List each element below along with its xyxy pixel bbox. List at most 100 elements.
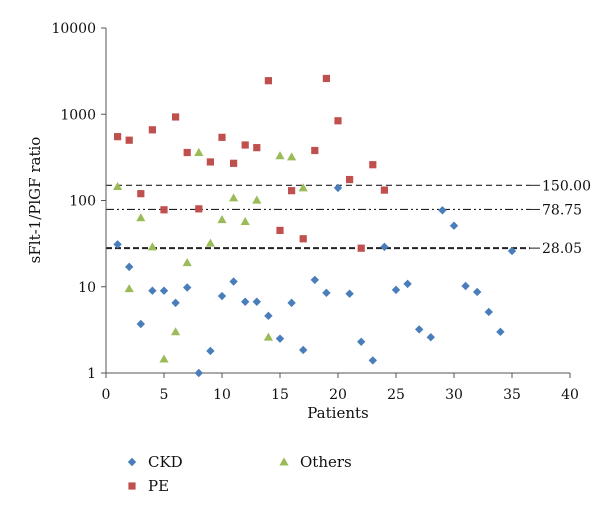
point-ckd xyxy=(391,285,401,295)
tick-labels: 0 5 10 15 20 25 30 35 40 1 10 100 1000 10000 xyxy=(51,21,578,403)
point-others xyxy=(298,183,308,192)
point-pe xyxy=(125,136,133,144)
point-ckd xyxy=(461,281,470,291)
y-axis-title: sFlt-1/PlGF ratio xyxy=(26,137,44,264)
point-ckd xyxy=(357,337,366,347)
point-ckd xyxy=(241,297,250,306)
data-points xyxy=(113,74,517,378)
point-pe xyxy=(253,144,261,152)
y-tick-label: 100 xyxy=(69,194,96,210)
point-others xyxy=(159,354,169,363)
point-pe xyxy=(195,205,203,213)
legend-label-others: Others xyxy=(300,453,352,471)
point-ckd xyxy=(183,283,192,292)
point-others xyxy=(113,181,123,191)
point-pe xyxy=(114,133,122,141)
point-pe xyxy=(369,161,377,169)
point-pe xyxy=(334,117,342,125)
point-others xyxy=(287,152,297,161)
legend-marker-ckd xyxy=(127,457,137,467)
reference-label: 28.05 xyxy=(542,241,582,257)
reference-label: 150.00 xyxy=(542,178,591,194)
y-tick-label: 1000 xyxy=(60,107,96,123)
point-ckd xyxy=(299,345,308,355)
point-pe xyxy=(276,226,284,235)
x-axis-title: Patients xyxy=(307,404,368,422)
point-others xyxy=(171,327,181,336)
legend-marker-pe xyxy=(128,482,136,490)
legend-marker-others xyxy=(279,457,289,466)
x-tick-label: 15 xyxy=(271,387,289,403)
y-tick-label: 1 xyxy=(87,366,96,382)
x-tick-label: 30 xyxy=(445,387,463,403)
point-others xyxy=(194,147,204,156)
point-ckd xyxy=(275,334,285,343)
x-tick-label: 40 xyxy=(561,387,579,403)
point-pe xyxy=(160,206,168,214)
point-ckd xyxy=(171,298,180,308)
point-ckd xyxy=(438,206,447,215)
point-ckd xyxy=(426,333,435,342)
point-ckd xyxy=(415,325,424,334)
point-others xyxy=(252,195,262,204)
point-ckd xyxy=(113,240,122,249)
point-ckd xyxy=(449,221,459,230)
x-tick-label: 25 xyxy=(387,387,405,403)
point-ckd xyxy=(159,286,169,295)
x-tick-label: 20 xyxy=(329,387,347,403)
point-pe xyxy=(311,146,319,155)
point-ckd xyxy=(322,288,331,298)
point-others xyxy=(205,238,215,247)
point-ckd xyxy=(252,297,261,306)
point-others xyxy=(229,193,239,202)
reference-lines: 150.00 78.75 28.05 xyxy=(106,178,591,257)
point-ckd xyxy=(484,307,493,317)
point-ckd xyxy=(194,368,203,378)
point-pe xyxy=(288,187,296,195)
point-others xyxy=(147,242,157,251)
point-ckd xyxy=(264,311,273,321)
point-pe xyxy=(299,235,307,243)
point-others xyxy=(217,215,227,224)
legend-label-pe: PE xyxy=(148,477,169,495)
point-pe xyxy=(241,141,249,149)
point-pe xyxy=(380,186,388,194)
x-tick-label: 35 xyxy=(503,387,521,403)
point-others xyxy=(136,213,146,222)
point-pe xyxy=(264,77,272,85)
point-ckd xyxy=(368,356,377,365)
point-ckd xyxy=(403,279,412,289)
point-ckd xyxy=(287,298,296,308)
x-tick-label: 10 xyxy=(213,387,231,403)
point-ckd xyxy=(229,277,238,286)
point-ckd xyxy=(217,291,227,301)
point-others xyxy=(182,258,192,267)
point-pe xyxy=(206,158,214,166)
point-pe xyxy=(322,74,330,83)
point-pe xyxy=(183,148,191,157)
point-ckd xyxy=(125,262,134,272)
point-others xyxy=(275,151,285,160)
point-others xyxy=(124,284,134,293)
point-pe xyxy=(218,133,226,141)
point-pe xyxy=(230,159,238,167)
point-ckd xyxy=(333,183,343,193)
legend: CKD PE Others xyxy=(127,453,352,495)
x-tick-label: 0 xyxy=(102,387,111,403)
reference-label: 78.75 xyxy=(542,202,582,218)
point-pe xyxy=(137,190,145,198)
point-ckd xyxy=(496,327,505,337)
point-ckd xyxy=(310,275,319,285)
point-others xyxy=(240,216,250,226)
axes xyxy=(101,27,571,378)
point-ckd xyxy=(148,286,157,295)
legend-label-ckd: CKD xyxy=(148,453,183,471)
point-ckd xyxy=(136,319,145,329)
point-ckd xyxy=(345,289,354,298)
x-tick-label: 5 xyxy=(160,387,169,403)
point-pe xyxy=(148,126,156,134)
point-ckd xyxy=(507,246,517,256)
point-others xyxy=(263,332,273,341)
point-pe xyxy=(357,244,365,252)
